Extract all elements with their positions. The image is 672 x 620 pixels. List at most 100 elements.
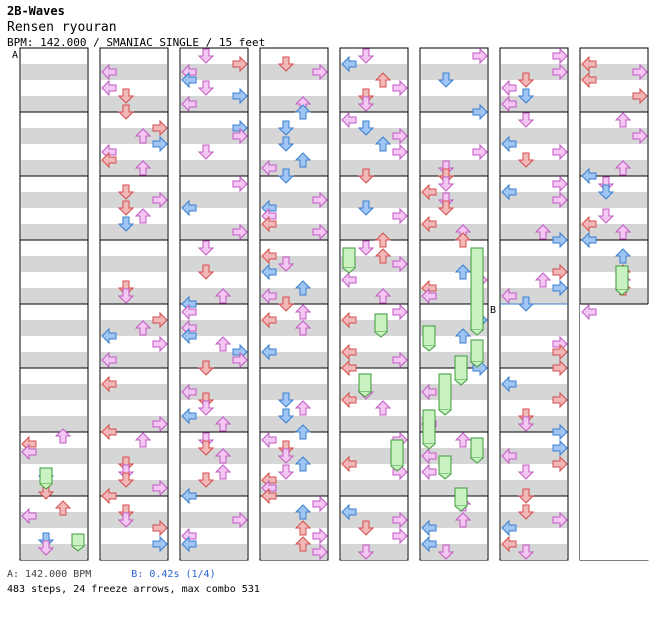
step-arrow bbox=[472, 143, 488, 161]
step-arrow bbox=[294, 304, 312, 320]
step-arrow bbox=[552, 143, 568, 161]
step-arrow bbox=[277, 464, 295, 480]
freeze-arrow bbox=[374, 313, 388, 338]
step-arrow bbox=[181, 199, 197, 217]
step-arrow bbox=[552, 47, 568, 65]
freeze-arrow bbox=[470, 339, 484, 368]
step-arrow bbox=[232, 351, 248, 369]
step-arrow bbox=[517, 88, 535, 104]
step-arrow bbox=[581, 303, 597, 321]
step-arrow bbox=[214, 336, 232, 352]
step-arrow bbox=[421, 383, 437, 401]
step-arrow bbox=[374, 136, 392, 152]
step-arrow bbox=[534, 224, 552, 240]
step-arrow bbox=[277, 296, 295, 312]
step-arrow bbox=[517, 72, 535, 88]
step-arrow bbox=[214, 464, 232, 480]
step-arrow bbox=[312, 191, 328, 209]
step-arrow bbox=[197, 144, 215, 160]
step-arrow bbox=[54, 500, 72, 516]
chart-column bbox=[99, 47, 169, 561]
step-arrow bbox=[152, 519, 168, 537]
step-arrow bbox=[152, 311, 168, 329]
step-arrow bbox=[472, 47, 488, 65]
step-arrow bbox=[421, 535, 437, 553]
step-arrow bbox=[614, 248, 632, 264]
step-arrow bbox=[581, 55, 597, 73]
step-arrow bbox=[421, 463, 437, 481]
step-arrow bbox=[101, 487, 117, 505]
step-arrow bbox=[312, 223, 328, 241]
chart-column bbox=[19, 47, 89, 561]
step-arrow bbox=[232, 511, 248, 529]
step-arrow bbox=[277, 56, 295, 72]
step-arrow bbox=[392, 127, 408, 145]
step-arrow bbox=[632, 63, 648, 81]
step-arrow bbox=[597, 208, 615, 224]
step-arrow bbox=[517, 504, 535, 520]
step-arrow bbox=[552, 279, 568, 297]
step-arrow bbox=[277, 408, 295, 424]
step-arrow bbox=[261, 431, 277, 449]
step-arrow bbox=[357, 200, 375, 216]
step-arrow bbox=[357, 48, 375, 64]
freeze-arrow bbox=[470, 247, 484, 336]
step-arrow bbox=[232, 55, 248, 73]
step-arrow bbox=[552, 263, 568, 281]
step-arrow bbox=[197, 264, 215, 280]
step-arrow bbox=[21, 507, 37, 525]
step-arrow bbox=[632, 127, 648, 145]
step-arrow bbox=[437, 72, 455, 88]
freeze-arrow bbox=[470, 437, 484, 464]
step-arrow bbox=[261, 159, 277, 177]
step-arrow bbox=[277, 448, 295, 464]
step-arrow bbox=[454, 328, 472, 344]
step-arrow bbox=[117, 88, 135, 104]
step-arrow bbox=[312, 527, 328, 545]
step-arrow bbox=[101, 351, 117, 369]
step-arrow bbox=[552, 455, 568, 473]
freeze-arrow bbox=[39, 467, 53, 490]
step-arrow bbox=[341, 455, 357, 473]
step-arrow bbox=[581, 231, 597, 249]
step-arrow bbox=[101, 423, 117, 441]
step-arrow bbox=[437, 544, 455, 560]
step-arrow bbox=[392, 351, 408, 369]
step-arrow bbox=[232, 87, 248, 105]
step-arrow bbox=[357, 120, 375, 136]
step-arrow bbox=[501, 535, 517, 553]
freeze-arrow bbox=[422, 409, 436, 450]
step-arrow bbox=[181, 383, 197, 401]
freeze-arrow bbox=[454, 487, 468, 512]
freeze-arrow bbox=[342, 247, 356, 274]
step-arrow bbox=[437, 176, 455, 192]
step-arrow bbox=[152, 119, 168, 137]
step-arrow bbox=[312, 63, 328, 81]
step-arrow bbox=[294, 400, 312, 416]
step-arrow bbox=[214, 448, 232, 464]
step-arrow bbox=[632, 87, 648, 105]
step-arrow bbox=[117, 512, 135, 528]
step-arrow bbox=[392, 207, 408, 225]
step-arrow bbox=[181, 407, 197, 425]
step-arrow bbox=[134, 160, 152, 176]
step-arrow bbox=[277, 392, 295, 408]
step-arrow bbox=[472, 103, 488, 121]
step-arrow bbox=[197, 48, 215, 64]
step-arrow bbox=[552, 231, 568, 249]
step-arrow bbox=[501, 183, 517, 201]
step-arrow bbox=[581, 167, 597, 185]
step-arrow bbox=[374, 400, 392, 416]
step-arrow bbox=[197, 240, 215, 256]
step-arrow bbox=[181, 327, 197, 345]
step-arrow bbox=[374, 248, 392, 264]
step-arrow bbox=[181, 71, 197, 89]
step-arrow bbox=[181, 487, 197, 505]
step-arrow bbox=[214, 416, 232, 432]
step-arrow bbox=[501, 375, 517, 393]
step-arrow bbox=[181, 95, 197, 113]
step-arrow bbox=[152, 191, 168, 209]
step-arrow bbox=[197, 80, 215, 96]
song-title: Rensen ryouran bbox=[7, 20, 117, 35]
step-arrow bbox=[261, 287, 277, 305]
